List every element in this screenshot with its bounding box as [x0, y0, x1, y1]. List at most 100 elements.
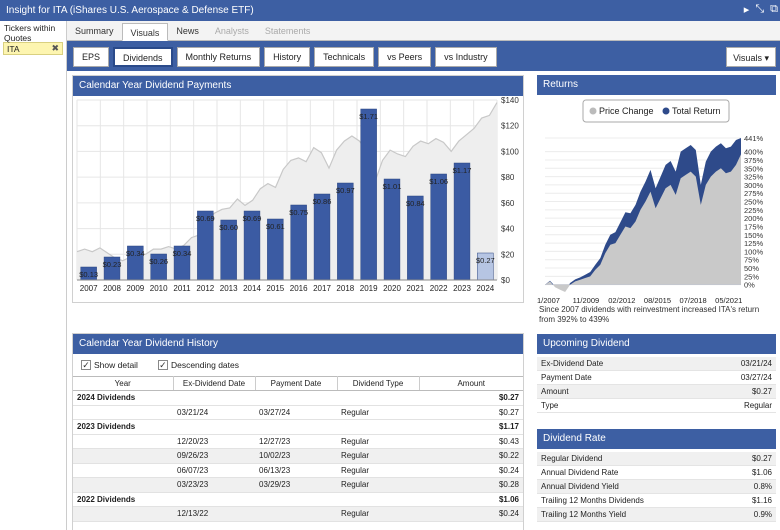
dividend-rate-title: Dividend Rate [537, 429, 776, 449]
dividend-bar[interactable] [337, 182, 354, 281]
cell-ex [173, 492, 255, 507]
returns-y-tick-label: 100% [744, 247, 764, 256]
cell-amount: $0.43 [419, 434, 523, 449]
descending-dates-label: Descending dates [170, 360, 239, 370]
cell-year [73, 434, 173, 449]
tab-visuals[interactable]: Visuals [121, 23, 169, 41]
dividend-history-panel: Calendar Year Dividend History ✓ Show det… [72, 333, 524, 530]
cell-amount: $0.28 [419, 477, 523, 493]
cell-pay: 12/27/23 [255, 434, 337, 449]
visuals-dropdown[interactable]: Visuals ▾ [726, 47, 776, 67]
returns-y-tick-label: 0% [744, 281, 755, 290]
info-row: Trailing 12 Months Dividends $1.16 [537, 494, 776, 508]
dividend-history-title: Calendar Year Dividend History [73, 334, 523, 354]
year-summary-row: 2024 Dividends $0.27 [73, 390, 523, 406]
x-axis-tick-label: 2009 [126, 284, 144, 293]
info-row: Payment Date 03/27/24 [537, 371, 776, 385]
column-header-amount[interactable]: Amount [419, 376, 523, 391]
subtab-eps[interactable]: EPS [73, 47, 110, 67]
returns-y-tick-label: 25% [744, 272, 759, 281]
subtab-technicals[interactable]: Technicals [314, 47, 375, 67]
tab-news[interactable]: News [176, 26, 199, 36]
collapse-icon[interactable]: ⤡ [755, 3, 765, 15]
dividend-bar[interactable] [360, 108, 377, 281]
returns-y-tick-label: 50% [744, 264, 759, 273]
info-label: Payment Date [541, 373, 592, 382]
cell-pay [255, 390, 337, 406]
dividend-bar[interactable] [453, 162, 471, 281]
cell-pay: 03/29/23 [255, 477, 337, 493]
returns-y-tick-label: 75% [744, 256, 759, 265]
cell-type: Regular [337, 463, 419, 478]
price-change-legend-marker [589, 107, 597, 115]
descending-dates-checkbox[interactable]: ✓ Descending dates [157, 360, 239, 370]
returns-title: Returns [537, 75, 776, 95]
cell-type [337, 492, 419, 507]
returns-y-tick-label: 225% [744, 206, 764, 215]
info-value: 03/27/24 [740, 373, 772, 382]
checkbox-checked-icon: ✓ [157, 360, 168, 370]
cell-year: 2024 Dividends [73, 390, 173, 406]
show-detail-label: Show detail [94, 360, 138, 370]
play-icon[interactable]: ▸ [743, 4, 750, 16]
right-axis-tick-label: $40 [501, 225, 515, 234]
show-detail-checkbox[interactable]: ✓ Show detail [81, 360, 138, 370]
dividend-bar[interactable] [407, 195, 424, 281]
x-axis-tick-label: 2008 [103, 284, 121, 293]
right-axis-tick-label: $100 [501, 147, 519, 156]
x-axis-tick-label: 2024 [476, 284, 494, 293]
tickers-pane-header: Tickers within Quotes [4, 23, 56, 43]
dividend-bar[interactable] [383, 178, 401, 281]
cell-pay [255, 419, 337, 435]
table-row: 12/20/23 12/27/23 Regular $0.43 [73, 434, 523, 449]
bar-value-label: $1.06 [429, 177, 448, 186]
column-header-payment-date[interactable]: Payment Date [255, 376, 338, 391]
info-row: Annual Dividend Yield 0.8% [537, 480, 776, 494]
ticker-symbol: ITA [7, 43, 20, 54]
x-axis-tick-label: 2023 [453, 284, 471, 293]
cell-year [73, 463, 173, 478]
column-header-ex-dividend-date[interactable]: Ex-Dividend Date [173, 376, 256, 391]
cell-ex: 09/26/23 [173, 448, 255, 464]
cell-amount: $0.24 [419, 463, 523, 478]
cell-ex: 06/07/23 [173, 463, 255, 478]
close-icon[interactable]: ✖ [51, 43, 59, 53]
ticker-item[interactable]: ITA ✖ [3, 42, 63, 55]
table-row: 09/26/23 10/02/23 Regular $0.22 [73, 448, 523, 464]
subtab-vs-industry[interactable]: vs Industry [435, 47, 497, 67]
subtab-vs-peers[interactable]: vs Peers [378, 47, 432, 67]
column-header-dividend-type[interactable]: Dividend Type [337, 376, 420, 391]
x-axis-tick-label: 2022 [430, 284, 448, 293]
x-axis-tick-label: 2018 [336, 284, 354, 293]
info-value: $1.16 [751, 496, 772, 505]
returns-legend: Price Change Total Return [582, 99, 730, 123]
x-axis-tick-label: 2019 [360, 284, 378, 293]
returns-x-tick-label: 11/2009 [573, 296, 600, 303]
subtab-history[interactable]: History [264, 47, 311, 67]
cell-type: Regular [337, 506, 419, 522]
subtab-monthly-returns[interactable]: Monthly Returns [176, 47, 261, 67]
cell-pay: 10/02/23 [255, 448, 337, 464]
cell-year: 2023 Dividends [73, 419, 173, 435]
info-row: Regular Dividend $0.27 [537, 452, 776, 466]
x-axis-tick-label: 2014 [243, 284, 261, 293]
cell-type [337, 390, 419, 406]
x-axis-tick-label: 2011 [173, 284, 191, 293]
dividend-bar[interactable] [430, 173, 447, 281]
dividend-bar[interactable] [313, 193, 331, 281]
right-axis-tick-label: $120 [501, 122, 519, 131]
popout-icon[interactable]: ⧉ [770, 3, 778, 15]
tab-summary[interactable]: Summary [75, 26, 114, 36]
cell-type: Regular [337, 448, 419, 464]
window-title: Insight for ITA (iShares U.S. Aerospace … [6, 5, 254, 16]
returns-y-tick-label: 300% [744, 181, 764, 190]
dividend-rate-panel: Dividend Rate Regular Dividend $0.27 Annua… [537, 429, 776, 529]
upcoming-dividend-title: Upcoming Dividend [537, 334, 776, 354]
right-axis-tick-label: $60 [501, 199, 515, 208]
column-header-year[interactable]: Year [73, 376, 174, 391]
x-axis-tick-label: 2016 [290, 284, 308, 293]
returns-y-tick-label: 375% [744, 156, 764, 165]
cell-amount: $0.27 [419, 405, 523, 420]
x-axis-tick-label: 2015 [266, 284, 284, 293]
subtab-dividends[interactable]: Dividends [113, 47, 173, 67]
